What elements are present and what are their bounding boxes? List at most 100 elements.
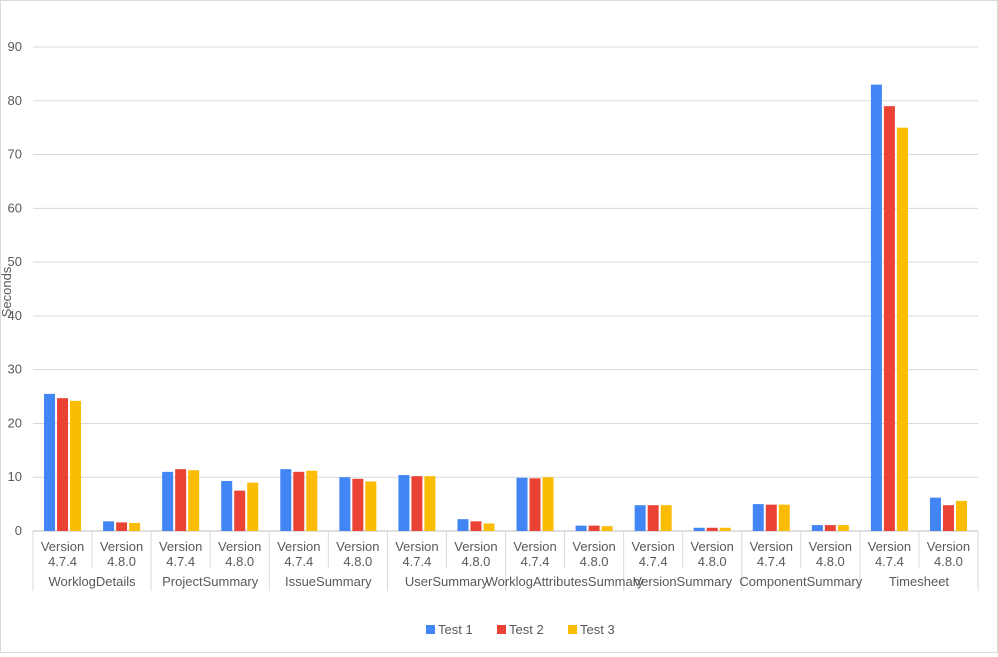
x-subcategory-label: 4.8.0 xyxy=(816,554,845,569)
legend-item: Test 3 xyxy=(568,622,615,637)
bar-test-3 xyxy=(424,476,436,531)
bar-test-1 xyxy=(870,84,882,532)
x-group-label: VersionSummary xyxy=(633,574,732,589)
bar-test-2 xyxy=(824,525,836,531)
x-axis: Version4.7.4Version4.8.0Version4.7.4Vers… xyxy=(32,531,979,591)
bar-test-3 xyxy=(660,505,672,531)
x-subcategory-label: 4.7.4 xyxy=(284,554,313,569)
y-tick-label: 80 xyxy=(8,93,22,108)
x-subcategory-label: 4.8.0 xyxy=(462,554,491,569)
bar-test-3 xyxy=(129,522,141,531)
x-subcategory-label: Version xyxy=(277,539,320,554)
bar-test-3 xyxy=(365,481,377,531)
bar-test-2 xyxy=(706,527,718,531)
x-subcategory-label: 4.8.0 xyxy=(225,554,254,569)
bar-test-3 xyxy=(719,527,731,531)
legend-item: Test 2 xyxy=(497,622,544,637)
y-tick-label: 70 xyxy=(8,147,22,162)
bar-test-3 xyxy=(188,470,200,531)
y-tick-label: 50 xyxy=(8,254,22,269)
bar-test-1 xyxy=(811,525,823,531)
x-group-label: UserSummary xyxy=(405,574,489,589)
bar-test-2 xyxy=(57,398,69,531)
legend-label: Test 2 xyxy=(509,622,544,637)
bar-test-3 xyxy=(306,470,318,531)
x-subcategory-label: Version xyxy=(631,539,674,554)
bar-test-1 xyxy=(693,527,705,531)
bar-test-2 xyxy=(293,471,305,531)
bar-test-1 xyxy=(634,505,646,531)
x-subcategory-label: 4.7.4 xyxy=(757,554,786,569)
legend-label: Test 3 xyxy=(580,622,615,637)
legend-item: Test 1 xyxy=(426,622,473,637)
y-tick-label: 40 xyxy=(8,308,22,323)
x-group-label: WorklogAttributesSummary xyxy=(486,574,644,589)
y-tick-label: 60 xyxy=(8,200,22,215)
x-subcategory-label: 4.8.0 xyxy=(343,554,372,569)
bar-test-2 xyxy=(647,505,659,531)
x-group-label: IssueSummary xyxy=(285,574,372,589)
y-tick-label: 0 xyxy=(15,523,22,538)
bar-test-3 xyxy=(955,500,967,531)
bar-test-3 xyxy=(896,127,908,532)
x-subcategory-label: 4.8.0 xyxy=(580,554,609,569)
bar-test-1 xyxy=(103,521,115,531)
bar-test-1 xyxy=(516,477,528,531)
bar-test-2 xyxy=(175,469,187,531)
bar-test-2 xyxy=(411,476,423,531)
bar-test-1 xyxy=(752,504,764,531)
y-axis-ticks: 0 10 20 30 40 50 60 70 80 90 xyxy=(8,39,22,538)
x-subcategory-label: Version xyxy=(513,539,556,554)
bar-test-1 xyxy=(398,475,410,531)
x-subcategory-label: 4.7.4 xyxy=(166,554,195,569)
x-group-label: WorklogDetails xyxy=(48,574,136,589)
bar-test-2 xyxy=(352,478,364,531)
y-axis-label: Seconds xyxy=(1,266,14,317)
x-subcategory-label: 4.8.0 xyxy=(934,554,963,569)
x-subcategory-label: 4.7.4 xyxy=(521,554,550,569)
x-group-label: ComponentSummary xyxy=(739,574,862,589)
x-subcategory-label: Version xyxy=(218,539,261,554)
bar-test-2 xyxy=(588,525,600,531)
bar-test-3 xyxy=(70,400,82,531)
bar-test-3 xyxy=(778,504,790,531)
bar-test-3 xyxy=(837,525,849,531)
legend-swatch xyxy=(426,625,435,634)
bar-test-1 xyxy=(339,477,351,531)
bar-test-3 xyxy=(247,482,259,531)
x-subcategory-label: Version xyxy=(572,539,615,554)
gridlines xyxy=(33,46,978,532)
x-subcategory-label: Version xyxy=(809,539,852,554)
x-group-label: ProjectSummary xyxy=(162,574,259,589)
bar-test-3 xyxy=(483,523,495,531)
bar-test-2 xyxy=(470,521,482,531)
bar-test-1 xyxy=(221,480,233,531)
x-subcategory-label: 4.7.4 xyxy=(48,554,77,569)
y-tick-label: 90 xyxy=(8,39,22,54)
bar-test-1 xyxy=(44,393,56,531)
legend-swatch xyxy=(568,625,577,634)
x-subcategory-label: Version xyxy=(41,539,84,554)
x-subcategory-label: 4.8.0 xyxy=(698,554,727,569)
x-subcategory-label: Version xyxy=(395,539,438,554)
x-subcategory-label: Version xyxy=(691,539,734,554)
x-subcategory-label: Version xyxy=(750,539,793,554)
bars xyxy=(44,84,967,532)
y-tick-label: 10 xyxy=(8,469,22,484)
bar-test-1 xyxy=(575,525,587,531)
x-subcategory-label: Version xyxy=(868,539,911,554)
x-subcategory-label: Version xyxy=(927,539,970,554)
x-subcategory-label: 4.8.0 xyxy=(107,554,136,569)
y-tick-label: 30 xyxy=(8,362,22,377)
x-subcategory-label: 4.7.4 xyxy=(402,554,431,569)
bar-test-1 xyxy=(280,469,292,531)
bar-test-2 xyxy=(529,478,541,531)
bar-test-1 xyxy=(929,497,941,531)
legend: Test 1 Test 2 Test 3 xyxy=(426,622,615,637)
x-subcategory-label: 4.7.4 xyxy=(875,554,904,569)
x-subcategory-label: Version xyxy=(336,539,379,554)
x-subcategory-label: Version xyxy=(159,539,202,554)
bar-test-3 xyxy=(542,477,554,531)
